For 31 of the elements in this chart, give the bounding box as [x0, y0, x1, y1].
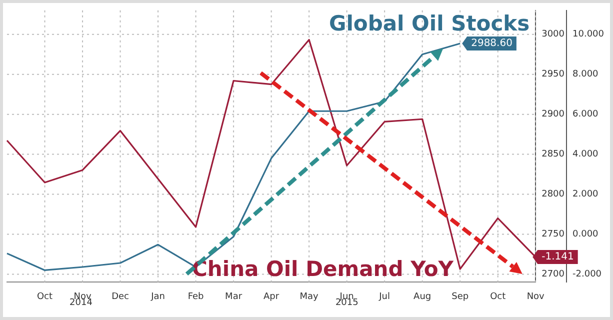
annotation: Global Oil Stocks — [328, 11, 530, 36]
y2-tick-label: 10.000 — [572, 30, 604, 40]
y2-tick-label: 8.000 — [572, 70, 599, 80]
x-tick-label: Jan — [150, 292, 165, 302]
x-tick-label: Mar — [225, 292, 242, 302]
data-label: -1.141 — [542, 252, 574, 263]
x-tick-label: Oct — [490, 292, 506, 302]
y2-tick-label: 0.000 — [572, 230, 599, 240]
y-tick-label: 3000 — [542, 30, 565, 40]
y2-tick-label: 2.000 — [572, 190, 599, 200]
y-tick-label: 2950 — [542, 70, 565, 80]
x-tick-label: Oct — [36, 292, 54, 302]
y-tick-label: 2750 — [542, 230, 565, 240]
y2-tick-label: 6.000 — [572, 110, 599, 120]
x-tick-label: Dec — [112, 292, 130, 302]
y2-tick-label: 4.000 — [572, 150, 599, 160]
y-tick-label: 2850 — [542, 150, 565, 160]
x-tick-label: May — [300, 292, 320, 302]
data-label: 2988.60 — [471, 38, 512, 50]
y-tick-label: 2900 — [542, 110, 565, 120]
x-tick-label: Sep — [452, 292, 469, 302]
x-tick-label: Apr — [264, 292, 280, 302]
y2-tick-label: -2.000 — [572, 270, 602, 280]
x-tick-label: Jul — [378, 292, 390, 302]
x-tick-label: Nov — [526, 292, 546, 302]
text: 2014 — [70, 298, 93, 308]
x-tick-label: Aug — [414, 292, 432, 302]
y-tick-label: 2800 — [542, 190, 565, 200]
x-tick-label: Feb — [188, 292, 204, 302]
annotation: China Oil Demand YoY — [192, 257, 454, 282]
y-tick-label: 2700 — [542, 270, 565, 280]
